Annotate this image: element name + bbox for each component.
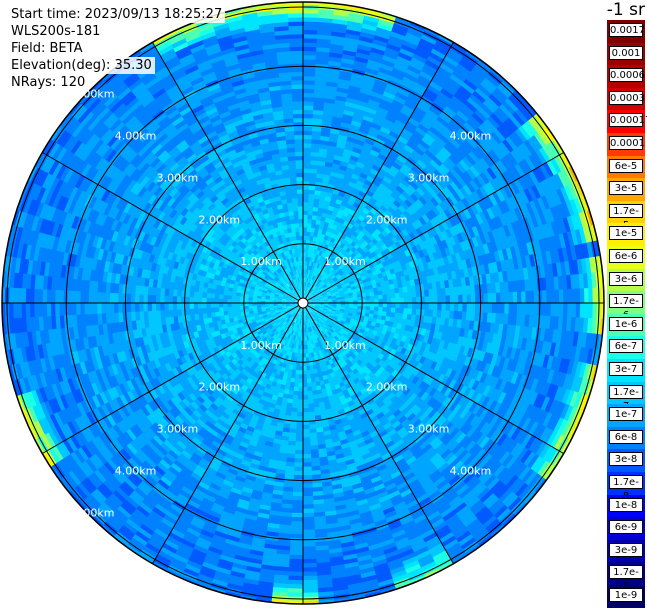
legend-swatch: 3e-9 — [607, 539, 645, 563]
radar-center — [297, 297, 309, 309]
legend-swatch: 0.001 — [607, 42, 645, 66]
azimuth-spoke — [42, 302, 304, 454]
legend-swatch: 3e-6 — [607, 268, 645, 292]
range-label: 1.00km — [240, 255, 282, 268]
legend-label: 3e-8 — [609, 452, 643, 467]
legend-label: 1.7e-5 — [609, 203, 643, 231]
radar-ppi-plot: 1.00km 1.00km 1.00km 1.00km 2.00km 2.00km 2.00… — [1, 1, 605, 605]
legend-label: 6e-6 — [609, 249, 643, 263]
range-label: 1.00km — [240, 339, 282, 352]
legend-label: 0.0003 — [609, 90, 645, 105]
legend-label: 0.0006 — [609, 68, 645, 83]
legend-swatch: 0.0006 — [607, 65, 645, 88]
legend-swatch: 6e-7 — [607, 336, 645, 359]
legend-swatch: 1.7e-9 — [607, 562, 645, 592]
legend-label: 6e-7 — [609, 339, 643, 354]
legend-label: 3e-5 — [609, 181, 643, 196]
legend-swatch: 1e-6 — [607, 313, 645, 337]
range-label: 2.00km — [366, 213, 408, 226]
azimuth-spoke — [152, 42, 304, 304]
scan-info: Start time: 2023/09/13 18:25:27 WLS200s-… — [8, 6, 226, 91]
unit-label: -1 sr — [606, 0, 645, 20]
nrays-text: NRays: 120 — [8, 74, 89, 91]
legend-swatch: 1.7e-6 — [607, 291, 645, 321]
legend-label: 0.00017 — [609, 113, 647, 128]
legend-label: 3e-9 — [609, 542, 643, 557]
legend-label: 3e-6 — [609, 271, 643, 286]
legend-label: 3e-7 — [609, 362, 643, 376]
range-label: 4.00km — [115, 130, 157, 143]
legend-label: 1e-7 — [609, 407, 643, 422]
azimuth-spoke — [302, 42, 454, 304]
azimuth-spoke — [152, 302, 304, 564]
range-label: 3.00km — [408, 423, 450, 436]
range-label: 3.00km — [408, 171, 450, 184]
range-label: 2.00km — [366, 381, 408, 394]
legend-label: 1e-6 — [609, 316, 643, 331]
legend-swatch: 6e-8 — [607, 426, 645, 450]
legend-swatch: 0.0003 — [607, 87, 645, 111]
azimuth-spoke — [302, 302, 454, 564]
range-label: 2.00km — [199, 381, 241, 394]
legend-swatch: 0.0017 — [607, 20, 645, 43]
legend-label: 1e-5 — [609, 226, 643, 241]
azimuth-spoke — [42, 152, 304, 304]
legend-label: 1.7e-6 — [609, 294, 643, 321]
field-text: Field: BETA — [8, 40, 86, 57]
legend-swatch: 6e-9 — [607, 517, 645, 540]
legend-label: 6e-8 — [609, 429, 643, 444]
range-label: 4.00km — [450, 130, 492, 143]
legend-label: 1e-8 — [609, 497, 643, 512]
elevation-text: Elevation(deg): 35.30 — [8, 57, 155, 74]
legend-swatch: 0.00017 — [607, 110, 647, 133]
legend-swatch: 1e-5 — [607, 223, 645, 246]
legend-label: 1e-9 — [609, 588, 643, 602]
legend-swatch: 1e-9 — [607, 585, 645, 608]
legend-label: 6e-5 — [609, 158, 643, 173]
range-label: 5.00km — [73, 506, 115, 519]
legend-swatch: 3e-7 — [607, 359, 645, 382]
legend-swatch: 1.7e-8 — [607, 472, 645, 502]
start-time-text: Start time: 2023/09/13 18:25:27 — [8, 6, 226, 23]
azimuth-spoke — [302, 302, 564, 454]
legend-label: 0.0001 — [609, 136, 645, 150]
legend-label: 1.7e-9 — [609, 565, 643, 592]
legend-label: 0.001 — [609, 45, 643, 60]
range-label: 2.00km — [199, 213, 241, 226]
legend-swatch: 1e-7 — [607, 404, 645, 427]
legend-swatch: 6e-5 — [607, 155, 645, 179]
range-label: 4.00km — [450, 464, 492, 477]
azimuth-spoke — [302, 152, 564, 304]
legend-swatch: 1.7e-7 — [607, 381, 645, 412]
legend-swatch: 1.7e-5 — [607, 200, 645, 231]
legend-label: 0.0017 — [609, 23, 645, 37]
legend-swatch: 6e-6 — [607, 246, 645, 269]
legend-label: 6e-9 — [609, 520, 643, 535]
legend-swatch: 3e-5 — [607, 178, 645, 201]
range-label: 4.00km — [115, 464, 157, 477]
instrument-text: WLS200s-181 — [8, 23, 104, 40]
legend-swatch: 3e-8 — [607, 449, 645, 472]
range-label: 3.00km — [157, 171, 199, 184]
legend-swatch: 0.0001 — [607, 133, 645, 156]
legend-label: 1.7e-8 — [609, 475, 643, 502]
range-label: 1.00km — [324, 255, 366, 268]
range-label: 1.00km — [324, 339, 366, 352]
range-label: 3.00km — [157, 423, 199, 436]
legend-swatch: 1e-8 — [607, 494, 645, 518]
legend-label: 1.7e-7 — [609, 384, 643, 412]
